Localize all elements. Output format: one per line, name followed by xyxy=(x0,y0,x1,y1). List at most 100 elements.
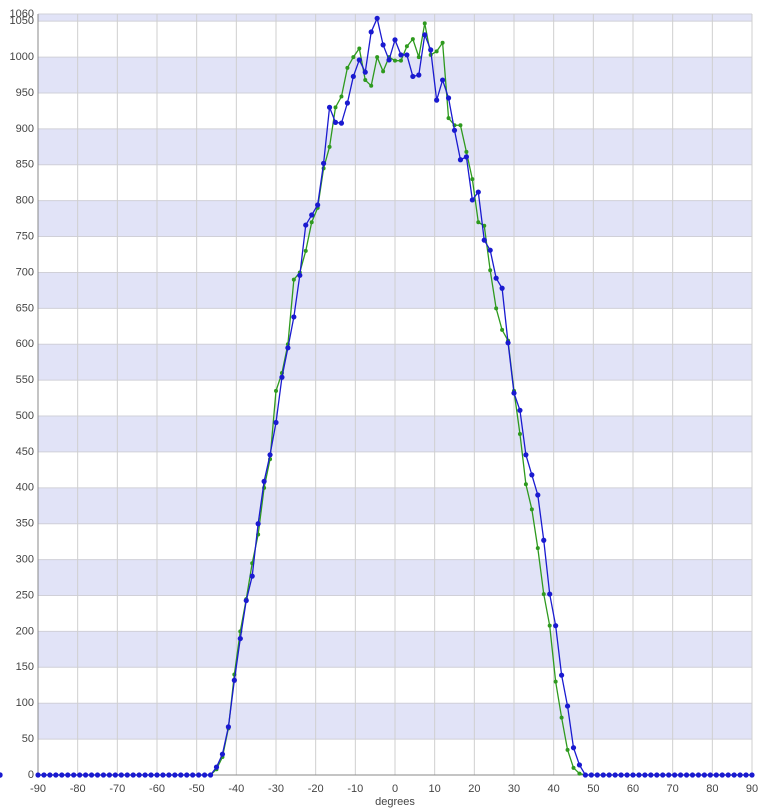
data-point xyxy=(106,772,112,778)
data-point xyxy=(565,747,570,752)
data-point xyxy=(279,374,285,380)
data-point xyxy=(351,55,356,60)
data-point xyxy=(493,275,499,281)
data-point xyxy=(440,77,446,83)
data-point xyxy=(178,772,184,778)
data-point xyxy=(446,116,451,121)
y-tick-label: 950 xyxy=(16,87,34,99)
data-point xyxy=(309,212,315,218)
data-point xyxy=(285,345,291,351)
x-tick-label: -70 xyxy=(109,783,125,795)
data-point xyxy=(434,49,439,54)
data-point xyxy=(274,388,278,393)
data-point xyxy=(118,772,124,778)
data-point xyxy=(398,58,403,63)
data-point xyxy=(666,772,672,778)
data-point xyxy=(737,772,743,778)
data-point xyxy=(166,772,172,778)
y-tick-label: 1000 xyxy=(10,51,34,63)
data-point xyxy=(469,197,475,203)
data-point xyxy=(606,772,612,778)
x-tick-label: 10 xyxy=(429,783,441,795)
x-tick-label: 80 xyxy=(706,783,718,795)
data-point xyxy=(612,772,618,778)
data-point xyxy=(83,772,89,778)
y-tick-label: 600 xyxy=(16,338,34,350)
data-point xyxy=(237,635,243,642)
data-point xyxy=(380,42,386,48)
data-point xyxy=(416,72,422,78)
data-point xyxy=(523,452,529,458)
data-point xyxy=(410,37,415,42)
x-tick-label: 60 xyxy=(627,783,639,795)
data-point xyxy=(345,65,350,70)
data-point xyxy=(231,677,237,683)
data-point xyxy=(559,715,564,720)
x-tick-label: 20 xyxy=(468,783,480,795)
data-point xyxy=(535,546,540,551)
data-point xyxy=(225,724,231,730)
data-point xyxy=(547,591,553,597)
data-point xyxy=(523,482,528,487)
data-point xyxy=(529,507,534,512)
data-point xyxy=(535,492,541,498)
data-point xyxy=(369,83,374,88)
y-tick-label: 250 xyxy=(16,589,34,601)
data-point xyxy=(434,97,440,103)
data-point xyxy=(624,772,630,778)
data-point xyxy=(553,679,558,684)
y-tick-label: 150 xyxy=(16,661,34,673)
data-point xyxy=(499,285,505,291)
data-point xyxy=(196,772,202,778)
data-point xyxy=(564,703,571,709)
data-point xyxy=(303,248,308,253)
data-point xyxy=(315,202,321,208)
data-point xyxy=(701,772,708,778)
y-tick-label: 200 xyxy=(16,625,34,637)
data-point xyxy=(731,772,737,778)
y-tick-label: 500 xyxy=(16,410,34,422)
y-tick-label: 350 xyxy=(16,518,34,530)
data-point xyxy=(404,52,410,58)
data-point xyxy=(47,772,53,778)
data-point xyxy=(404,44,409,49)
data-point xyxy=(410,73,416,80)
data-point xyxy=(481,237,487,243)
x-axis-label: degrees xyxy=(375,796,415,808)
y-tick-label: 400 xyxy=(16,482,34,494)
y-tick-label: 100 xyxy=(16,697,34,709)
data-point xyxy=(362,69,368,75)
data-point xyxy=(100,772,107,778)
data-point xyxy=(291,277,296,282)
data-point xyxy=(398,52,404,58)
data-point xyxy=(35,772,41,778)
data-point xyxy=(654,772,660,778)
x-tick-label: 40 xyxy=(548,783,560,795)
data-point xyxy=(297,272,303,278)
y-tick-label: 850 xyxy=(16,159,34,171)
data-point xyxy=(243,597,249,604)
data-point xyxy=(422,21,427,26)
data-point xyxy=(713,772,719,778)
data-point xyxy=(190,772,196,778)
y-tick-label: 650 xyxy=(16,302,34,314)
data-point xyxy=(77,772,83,778)
data-point xyxy=(445,95,452,101)
x-tick-label: -90 xyxy=(30,783,46,795)
data-point xyxy=(719,772,725,778)
y-tick-label: 550 xyxy=(16,374,34,386)
data-point xyxy=(725,772,731,778)
data-point xyxy=(124,772,130,778)
data-point xyxy=(511,390,517,396)
data-point xyxy=(0,772,3,778)
data-point xyxy=(65,772,71,778)
data-point xyxy=(458,123,463,128)
data-point xyxy=(577,771,582,776)
data-point xyxy=(571,765,576,770)
data-point xyxy=(463,154,469,160)
data-point xyxy=(576,762,583,768)
data-point xyxy=(273,419,279,426)
data-point xyxy=(529,472,535,478)
data-point xyxy=(475,189,481,195)
